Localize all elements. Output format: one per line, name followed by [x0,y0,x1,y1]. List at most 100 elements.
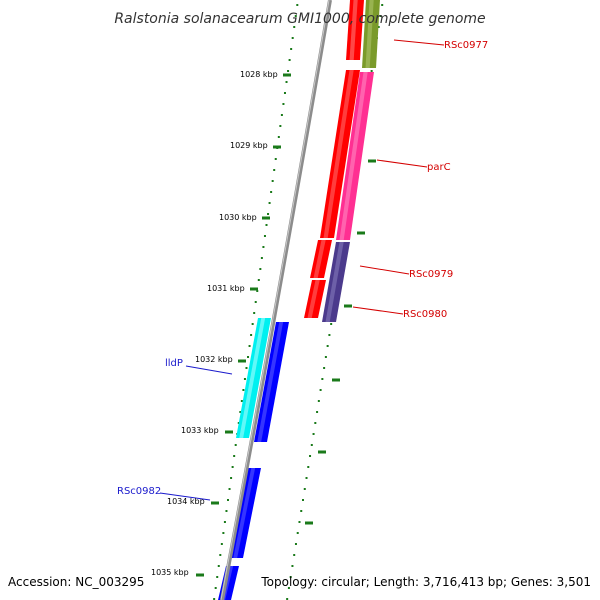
tick-dot [239,411,242,413]
tick-dot [287,70,290,72]
label-connector [359,265,410,275]
tick-dot [279,125,282,127]
tick-dot [216,576,219,578]
tick-dot [285,81,288,83]
tick-dot [309,455,312,457]
tick-dot [287,587,290,589]
gene-block-lldp [236,318,271,438]
tick-dot [280,114,283,116]
gene-blocks [218,0,380,600]
label-connector [185,365,233,375]
tick-dot [293,554,296,556]
major-tick [305,521,313,525]
tick-dot [231,466,234,468]
tick-dot [303,488,306,490]
tick-dot [262,246,265,248]
tick-dot [214,587,217,589]
tick-dot [330,323,333,325]
gene-label-rsc0979[interactable]: RSc0979 [409,269,453,280]
major-tick [273,145,281,149]
major-tick [283,73,291,77]
tick-dot [324,356,327,358]
tick-label-1029: 1029 kbp [230,141,268,150]
tick-dot [288,59,291,61]
label-connector [393,39,445,46]
tick-dot [253,312,256,314]
major-tick [332,378,340,382]
tick-dot [305,477,308,479]
tick-dot [273,169,276,171]
tick-dot [328,334,331,336]
tick-dot [381,4,384,6]
tick-marks [196,73,376,577]
tick-dot [302,499,304,501]
tick-dot [251,323,254,325]
tick-dot [294,543,297,545]
tick-dot [289,576,292,578]
gene-block-parc [336,72,374,240]
tick-dot [291,37,294,39]
tick-label-1035: 1035 kbp [151,568,189,577]
gene-block-rsc0980-a [304,280,326,318]
tick-dot [228,488,231,490]
tick-dot [317,400,320,402]
label-connector [352,306,404,315]
major-tick [225,430,233,434]
tick-dot [377,26,380,28]
tick-dot [370,70,373,72]
tick-label-1030: 1030 kbp [219,213,257,222]
tick-dot [379,15,382,17]
gene-label-rsc0980[interactable]: RSc0980 [403,309,447,320]
major-tick [238,359,246,363]
tick-dot [254,301,257,303]
genome-backbone-highlight [220,0,330,600]
gene-block-rsc0982 [230,468,261,558]
tick-dot [219,554,222,556]
gene-block-rsc0977 [320,70,360,238]
gene-label-rsc0977[interactable]: RSc0977 [444,40,488,51]
tick-dot [282,103,285,105]
major-tick [344,304,352,308]
gene-block-rsc0979 [322,242,350,322]
tick-dot [293,26,296,28]
tick-dot [326,345,329,347]
gene-label-rsc0982[interactable]: RSc0982 [117,486,161,497]
gene-block-olive [362,0,380,68]
tick-label-1034: 1034 kbp [167,497,205,506]
tick-dot [312,433,315,435]
tick-dot [213,598,216,600]
major-tick [368,159,376,163]
tick-dot [234,444,237,446]
tick-dot [230,477,233,479]
tick-dot [300,510,303,512]
tick-dot [259,268,262,270]
tick-dot [257,279,260,281]
tick-dot [321,378,324,380]
tick-dot [250,334,253,336]
tick-dot [243,378,246,380]
major-tick [318,450,326,454]
tick-dot [263,235,266,237]
tick-dot [242,389,245,391]
tick-dot [247,356,250,358]
gene-block-rsc0981 [254,322,289,442]
tick-dot [225,510,228,512]
tick-dot [291,565,294,567]
major-tick [196,573,204,577]
gene-label-lldp[interactable]: lldP [165,358,183,369]
major-tick [211,501,219,505]
tick-label-1028: 1028 kbp [240,70,278,79]
gene-block-rsc0976 [346,0,364,60]
tick-dot [222,532,225,534]
accession-text: Accession: NC_003295 [8,575,144,589]
gene-label-parc[interactable]: parC [427,162,451,173]
tick-dot [307,466,310,468]
tick-dot [271,180,274,182]
tick-dot [268,202,271,204]
tick-dot [316,411,319,413]
major-tick [262,216,270,220]
tick-dot [314,422,317,424]
gene-label-connectors [159,39,445,501]
tick-dot [248,345,251,347]
